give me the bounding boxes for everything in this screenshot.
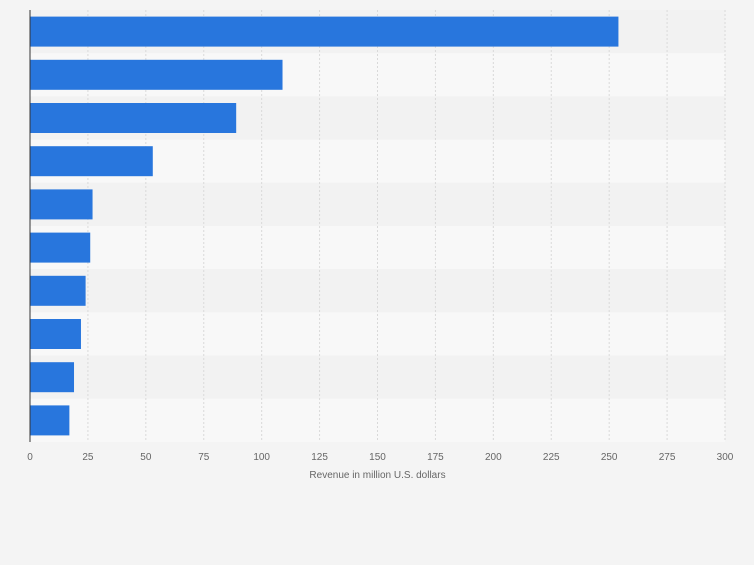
- bar: [30, 362, 75, 393]
- bar: [30, 16, 619, 47]
- bar: [30, 146, 153, 177]
- x-tick-label: 150: [369, 452, 386, 463]
- x-tick-label: 300: [717, 452, 734, 463]
- x-tick-label: 125: [311, 452, 328, 463]
- x-tick-label: 250: [601, 452, 618, 463]
- x-tick-label: 225: [543, 452, 560, 463]
- bars: [30, 16, 619, 436]
- x-axis-tick-labels: 0 25 50 75 100 125 150 175 200 225 250 275 300: [27, 452, 734, 463]
- bar: [30, 189, 93, 220]
- x-tick-label: 100: [253, 452, 270, 463]
- x-tick-label: 50: [140, 452, 152, 463]
- bar: [30, 59, 283, 90]
- bar: [30, 319, 81, 349]
- x-tick-label: 0: [27, 452, 33, 463]
- x-tick-label: 200: [485, 452, 502, 463]
- x-tick-label: 25: [82, 452, 94, 463]
- bar: [30, 232, 91, 263]
- bar: [30, 405, 70, 436]
- x-tick-label: 175: [427, 452, 444, 463]
- bar: [30, 103, 237, 133]
- x-tick-label: 75: [198, 452, 210, 463]
- x-tick-label: 275: [659, 452, 676, 463]
- x-axis-title: Revenue in million U.S. dollars: [309, 470, 445, 481]
- bar: [30, 275, 86, 306]
